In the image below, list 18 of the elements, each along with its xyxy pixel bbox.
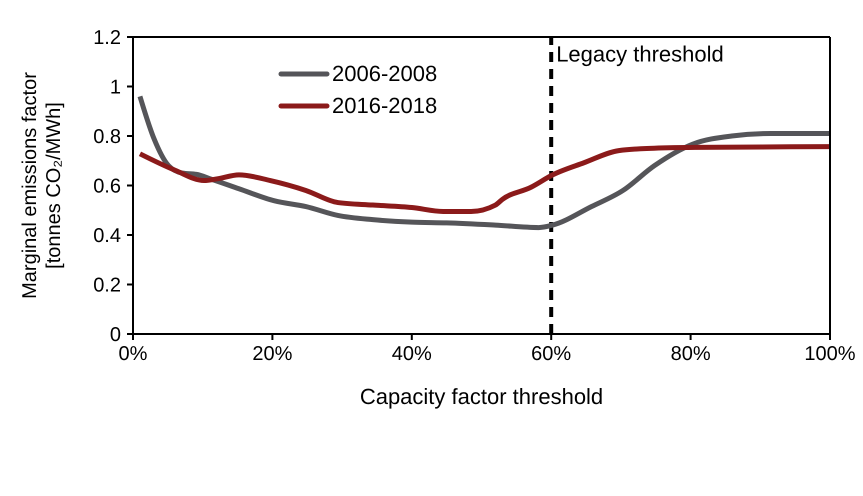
- x-tick-label: 80%: [670, 343, 711, 366]
- y-tick-label: 0.8: [93, 126, 121, 148]
- x-tick-label: 20%: [252, 343, 293, 366]
- legend-label: 2006-2008: [332, 61, 438, 87]
- y-tick-label: 0.4: [93, 225, 121, 248]
- x-axis-title: Capacity factor threshold: [360, 384, 604, 409]
- x-tick-label: 0%: [118, 343, 148, 366]
- y-axis-title: Marginal emissions factor [tonnes CO₂/MWh]: [19, 72, 65, 299]
- legend-label: 2016-2018: [332, 93, 438, 119]
- x-tick-label: 60%: [531, 343, 572, 366]
- y-tick-label: 0.6: [93, 176, 121, 198]
- y-tick-label: 0.2: [93, 274, 121, 297]
- x-tick-label: 100%: [804, 343, 856, 366]
- y-tick-label: 1.2: [93, 27, 121, 50]
- y-tick-label: 1: [110, 76, 121, 99]
- y-tick-label: 0: [110, 324, 121, 346]
- ref-line-label: Legacy threshold: [556, 42, 724, 67]
- x-tick-label: 40%: [392, 343, 432, 366]
